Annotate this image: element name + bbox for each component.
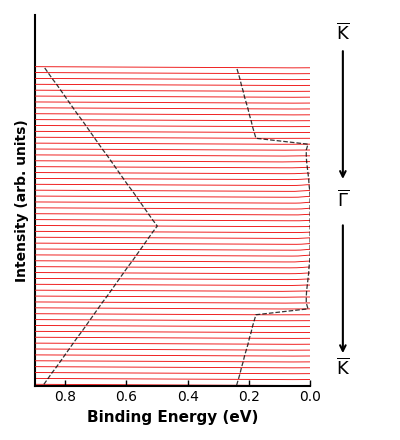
Y-axis label: Intensity (arb. units): Intensity (arb. units) [15,119,29,282]
Text: $\overline{\rm K}$: $\overline{\rm K}$ [336,22,350,43]
Text: $\overline{\rm K}$: $\overline{\rm K}$ [336,357,350,378]
X-axis label: Binding Energy (eV): Binding Energy (eV) [87,410,258,425]
Text: $\overline{\Gamma}$: $\overline{\Gamma}$ [337,190,349,211]
